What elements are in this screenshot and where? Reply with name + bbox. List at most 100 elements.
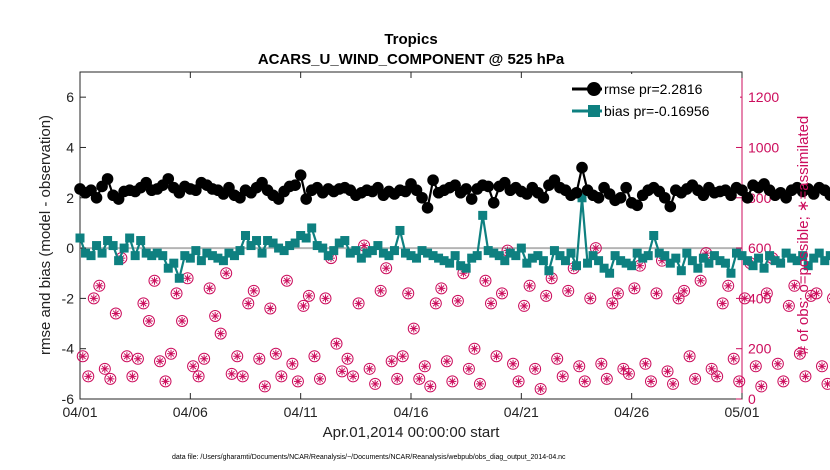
obs-point: [738, 292, 751, 305]
chart-subtitle: ACARS_U_WIND_COMPONENT @ 525 hPa: [258, 51, 565, 68]
x-axis-label: Apr.01,2014 00:00:00 start: [323, 424, 501, 441]
bias-point: [75, 233, 85, 243]
bias-point: [362, 248, 372, 258]
bias-point: [147, 251, 157, 261]
rmse-point: [482, 180, 495, 193]
bias-point: [81, 248, 91, 258]
obs-point: [694, 274, 707, 287]
bias-point: [207, 251, 217, 261]
bias-point: [814, 248, 824, 258]
bias-point: [252, 236, 262, 246]
bias-point: [412, 253, 422, 263]
obs-point: [556, 370, 569, 383]
obs-point: [799, 370, 812, 383]
obs-point: [661, 365, 674, 378]
obs-point: [198, 352, 211, 365]
rmse-point: [741, 191, 754, 204]
bias-point: [649, 231, 659, 240]
bias-point: [345, 248, 355, 258]
bias-point: [588, 251, 598, 261]
obs-point: [76, 350, 89, 363]
obs-point: [330, 337, 343, 350]
obs-point: [689, 372, 702, 385]
bias-point: [638, 253, 648, 263]
bias-point: [434, 253, 444, 263]
obs-point: [573, 360, 586, 373]
bias-point: [263, 236, 273, 246]
y-right-tick-label: 200: [748, 341, 772, 357]
obs-point: [269, 347, 282, 360]
bias-point: [185, 253, 195, 263]
y-tick-label: 6: [66, 89, 74, 105]
obs-point: [540, 289, 553, 302]
obs-point: [578, 375, 591, 388]
obs-point: [176, 315, 189, 328]
obs-point: [468, 342, 481, 355]
bias-point: [776, 258, 786, 268]
obs-point: [771, 357, 784, 370]
obs-point: [385, 355, 398, 368]
obs-point: [214, 327, 227, 340]
bias-point: [351, 246, 361, 256]
bias-point: [483, 246, 493, 256]
obs-point: [192, 370, 205, 383]
rmse-point: [300, 193, 312, 205]
bias-point: [505, 248, 515, 258]
bias-point: [307, 223, 317, 233]
y-right-tick-label: 1000: [748, 139, 779, 155]
bias-point: [516, 243, 526, 253]
bias-point: [555, 251, 565, 261]
obs-point: [407, 322, 420, 335]
bias-point: [356, 253, 366, 263]
bias-point: [423, 248, 433, 258]
obs-point: [611, 287, 624, 300]
bias-point: [715, 256, 725, 266]
bias-point: [577, 193, 587, 203]
obs-point: [628, 282, 641, 295]
obs-point: [435, 282, 448, 295]
rmse-point: [664, 200, 677, 213]
bias-point: [224, 248, 234, 258]
bias-point: [544, 266, 554, 276]
obs-point: [131, 352, 144, 365]
bias-point: [196, 256, 206, 266]
bias-point: [296, 231, 306, 240]
x-tick-label: 04/16: [393, 404, 428, 420]
bias-point: [549, 246, 559, 256]
obs-point: [722, 279, 735, 292]
obs-point: [424, 380, 437, 393]
obs-point: [142, 315, 155, 328]
rmse-point: [294, 169, 307, 181]
bias-point: [136, 236, 146, 246]
bias-point: [599, 263, 609, 273]
obs-point: [247, 284, 260, 297]
y-right-tick-label: 0: [748, 391, 756, 407]
obs-point: [810, 287, 823, 300]
rmse-point: [90, 191, 103, 204]
obs-point: [286, 357, 299, 370]
bias-point: [114, 256, 124, 266]
chart-title: Tropics: [384, 31, 437, 48]
obs-point: [280, 274, 293, 287]
bias-point: [500, 256, 510, 266]
data-file-footnote: data file: /Users/gharamti/Documents/NCA…: [172, 454, 566, 461]
bias-point: [274, 243, 284, 253]
bias-point: [378, 248, 388, 258]
obs-point: [639, 357, 652, 370]
bias-point: [572, 261, 581, 271]
obs-point: [749, 360, 762, 373]
bias-point: [560, 256, 570, 266]
bias-point: [765, 251, 775, 261]
bias-point: [108, 241, 118, 251]
obs-point: [622, 367, 635, 380]
bias-point: [312, 241, 322, 251]
bias-point: [478, 210, 488, 220]
bias-point: [141, 248, 151, 258]
obs-point: [363, 362, 376, 375]
bias-point: [743, 256, 753, 266]
bias-point: [643, 251, 653, 261]
obs-point: [236, 370, 249, 383]
bias-point: [632, 248, 642, 258]
obs-point: [159, 375, 172, 388]
